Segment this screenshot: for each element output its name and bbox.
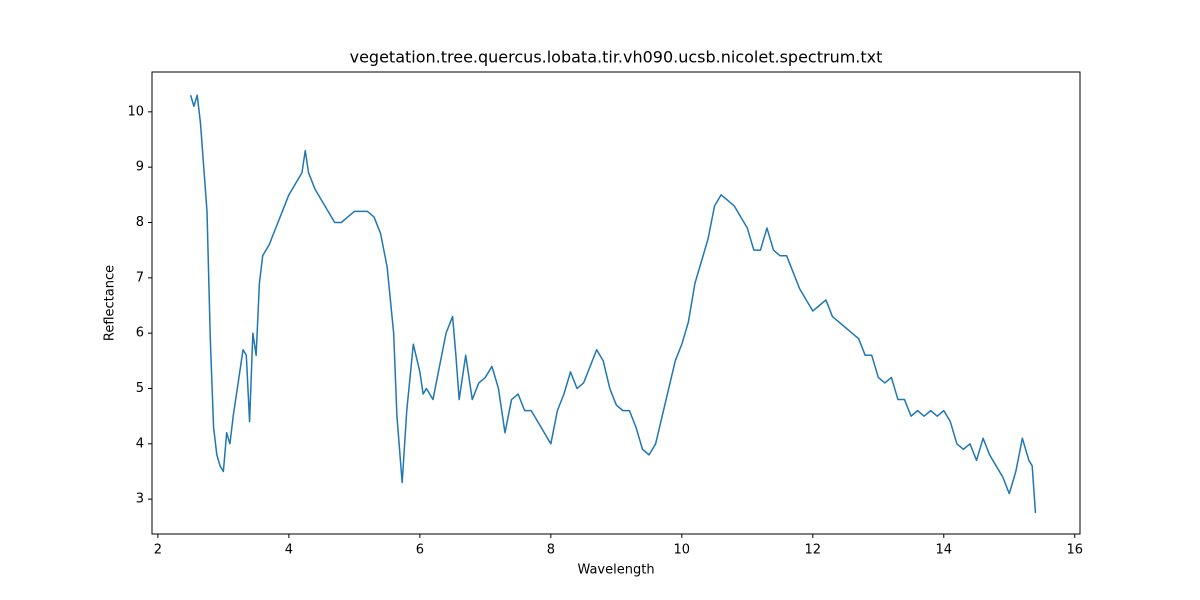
y-tick-label: 8 [136,215,144,230]
y-axis-label: Reflectance [103,265,118,341]
y-tick-label: 4 [136,436,144,451]
spectrum-line [189,94,1037,514]
plot-frame [151,71,1081,535]
y-tick-label: 6 [136,326,144,341]
y-tick-label: 7 [136,270,144,285]
x-axis-label: Wavelength [577,563,654,578]
y-tick-label: 9 [136,160,144,175]
x-tick-label: 6 [416,543,424,558]
y-tick-label: 10 [127,104,144,119]
x-tick-label: 14 [936,543,953,558]
y-tick-label: 3 [136,492,144,507]
x-tick-label: 12 [805,543,822,558]
x-tick-label: 10 [674,543,691,558]
x-tick-label: 8 [547,543,555,558]
x-tick-label: 16 [1066,543,1083,558]
x-tick-label: 2 [154,543,162,558]
chart-title: vegetation.tree.quercus.lobata.tir.vh090… [350,48,883,67]
x-tick-label: 4 [285,543,293,558]
y-tick-label: 5 [136,381,144,396]
